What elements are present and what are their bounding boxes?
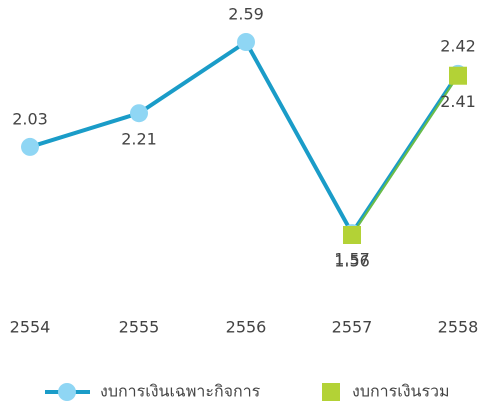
x-tick-label: 2554 <box>10 318 51 337</box>
data-label: 2.03 <box>12 109 48 128</box>
x-tick-label: 2558 <box>438 318 479 337</box>
legend-label: งบการเงินรวม <box>352 382 450 401</box>
series-line <box>351 75 459 236</box>
marker <box>21 137 39 156</box>
data-label: 1.57 <box>334 250 370 269</box>
x-tick-label: 2556 <box>226 318 267 337</box>
data-label: 2.59 <box>228 5 264 24</box>
x-tick-label: 2557 <box>332 318 373 337</box>
legend-label: งบการเงินเฉพาะกิจการ <box>100 382 261 401</box>
marker <box>343 226 361 244</box>
marker <box>237 33 255 51</box>
series-line <box>29 39 460 237</box>
data-label: 2.42 <box>440 36 476 55</box>
marker <box>449 66 467 85</box>
data-label: 2.41 <box>440 92 476 111</box>
legend-marker <box>58 383 76 401</box>
x-tick-label: 2555 <box>119 318 160 337</box>
legend-marker <box>322 383 340 401</box>
data-label: 1.56 <box>334 252 370 271</box>
data-label: 2.21 <box>121 130 157 149</box>
marker <box>130 104 148 123</box>
